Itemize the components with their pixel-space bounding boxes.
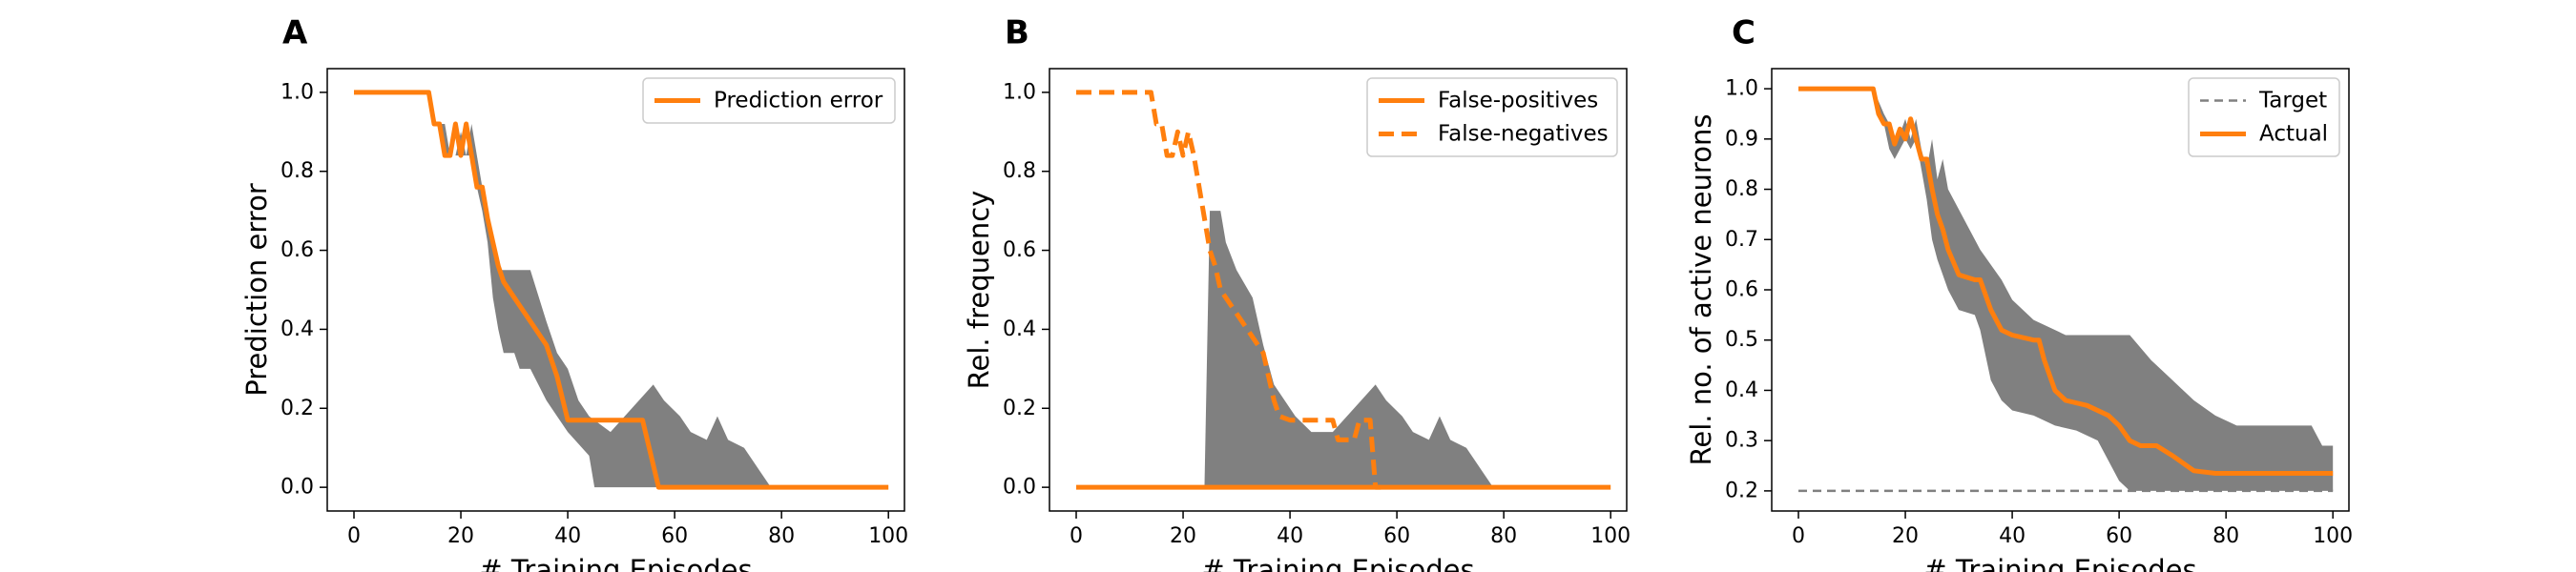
x-tick-label: 40 xyxy=(1999,524,2025,548)
x-tick-label: 60 xyxy=(2106,524,2132,548)
y-tick-label: 0.7 xyxy=(1725,228,1758,252)
legend-box xyxy=(2188,77,2340,157)
x-axis-label: # Training Episodes xyxy=(479,554,752,572)
axes-frame xyxy=(326,68,905,512)
y-tick-label: 0.5 xyxy=(1725,328,1758,352)
y-tick-label: 1.0 xyxy=(280,80,314,104)
y-tick-label: 0.0 xyxy=(1003,476,1036,500)
series-line-actual xyxy=(1798,86,2334,476)
y-tick-label: 1.0 xyxy=(1725,77,1758,101)
x-tick-label: 40 xyxy=(1277,524,1303,548)
legend-box xyxy=(642,77,896,124)
y-tick-label: 0.4 xyxy=(280,317,314,341)
y-tick-label: 0.2 xyxy=(1003,397,1036,420)
series-line-false-negatives xyxy=(1076,90,1381,490)
y-tick-label: 0.8 xyxy=(280,159,314,183)
legend: False-positives False-negatives xyxy=(1366,77,1618,157)
x-tick-label: 60 xyxy=(1383,524,1410,548)
x-tick-label: 0 xyxy=(347,524,361,548)
variability-band xyxy=(1076,211,1611,488)
panel-a: A 0 20 40 60 80 100 0.0 0.2 0.4 0.6 0.8 1.0 # Trainin… xyxy=(240,14,908,572)
x-tick-label: 20 xyxy=(1170,524,1196,548)
y-tick-label: 1.0 xyxy=(1003,80,1036,104)
y-tick-label: 0.8 xyxy=(1725,177,1758,201)
x-tick-label: 100 xyxy=(868,524,908,548)
y-tick-label: 0.3 xyxy=(1725,429,1758,453)
y-tick-label: 0.9 xyxy=(1725,127,1758,151)
x-tick-label: 20 xyxy=(1892,524,1919,548)
legend-label: False-positives xyxy=(1438,89,1598,113)
legend: Prediction error xyxy=(642,77,896,124)
y-axis-label: Rel. no. of active neurons xyxy=(1685,114,1717,466)
x-tick-label: 80 xyxy=(768,524,795,548)
panel-label: B xyxy=(1005,14,1029,52)
y-tick-label: 0.2 xyxy=(280,397,314,420)
y-tick-label: 0.4 xyxy=(1003,317,1036,341)
variability-band xyxy=(354,92,889,488)
legend-box xyxy=(1366,77,1618,157)
x-axis-label: # Training Episodes xyxy=(1201,554,1474,572)
x-axis-label: # Training Episodes xyxy=(1923,554,2196,572)
x-tick-label: 0 xyxy=(1792,524,1805,548)
y-tick-label: 0.6 xyxy=(1003,238,1036,262)
x-tick-label: 0 xyxy=(1070,524,1083,548)
plot-area xyxy=(1798,86,2334,493)
x-tick-label: 80 xyxy=(2212,524,2239,548)
axes-frame xyxy=(1049,68,1628,512)
legend-label: Prediction error xyxy=(714,89,883,113)
legend-label: Target xyxy=(2258,89,2327,113)
y-tick-label: 0.6 xyxy=(1725,278,1758,302)
x-tick-label: 100 xyxy=(2313,524,2353,548)
y-axis-label: Rel. frequency xyxy=(963,191,995,390)
panel-label: A xyxy=(282,14,308,52)
legend: Target Actual xyxy=(2188,77,2340,157)
series-line-prediction-error xyxy=(354,90,889,490)
y-tick-label: 0.2 xyxy=(1725,479,1758,502)
x-tick-label: 60 xyxy=(661,524,688,548)
panel-c: C 0 20 40 60 80 100 0.2 0.3 0.4 0.5 0.6 0.7 0.8 0.9 1.0… xyxy=(1685,14,2353,572)
y-tick-label: 0.4 xyxy=(1725,378,1758,402)
x-tick-label: 40 xyxy=(554,524,581,548)
y-tick-label: 0.0 xyxy=(280,476,314,500)
panel-b: B 0 20 40 60 80 100 0.0 0.2 0.4 0.6 0.8 1.0 # Trainin… xyxy=(963,14,1631,572)
y-axis-label: Prediction error xyxy=(240,183,273,397)
panel-label: C xyxy=(1732,14,1755,52)
legend-label: False-negatives xyxy=(1438,122,1609,147)
x-tick-label: 20 xyxy=(447,524,474,548)
x-tick-label: 80 xyxy=(1490,524,1517,548)
x-tick-label: 100 xyxy=(1590,524,1631,548)
y-tick-label: 0.8 xyxy=(1003,159,1036,183)
legend-label: Actual xyxy=(2259,122,2328,147)
plot-area xyxy=(1076,90,1611,490)
plot-area xyxy=(354,90,889,490)
y-tick-label: 0.6 xyxy=(280,238,314,262)
